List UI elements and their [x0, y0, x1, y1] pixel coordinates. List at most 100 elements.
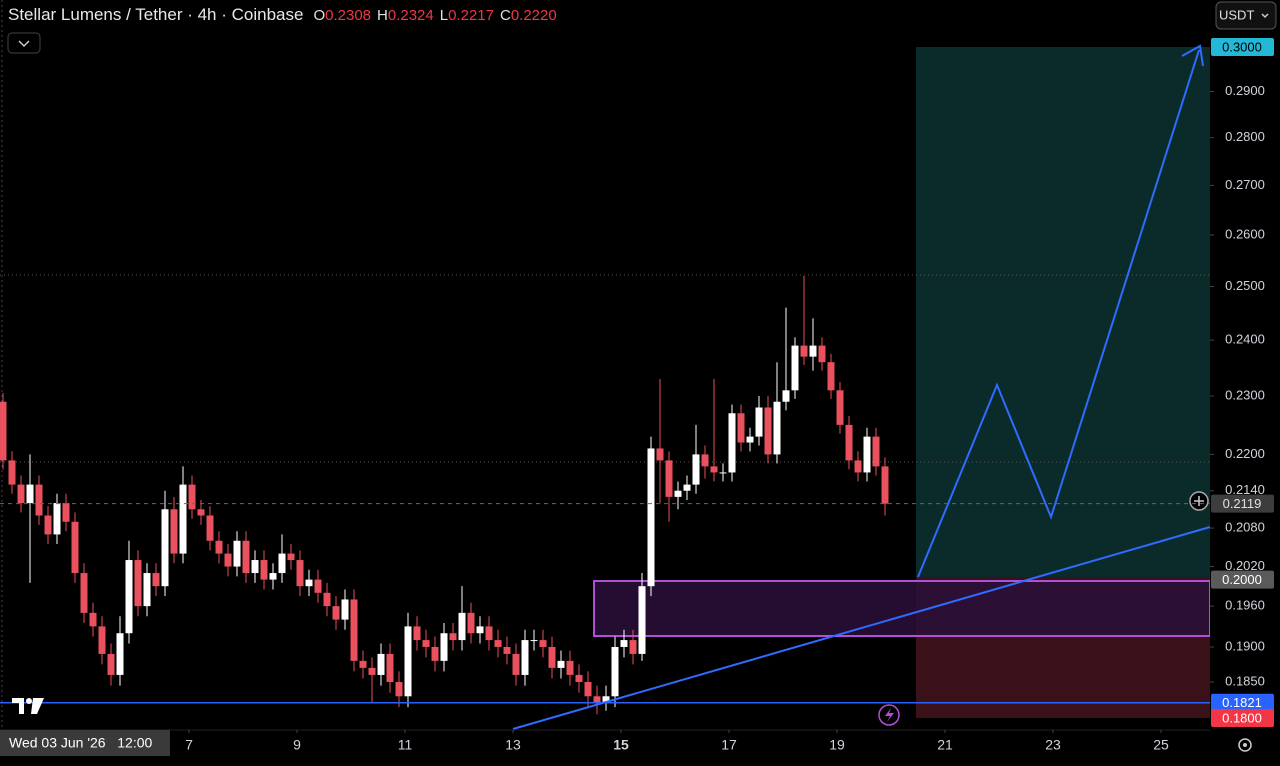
candle-body	[746, 436, 754, 443]
ohlc-value: 0.2220	[511, 7, 557, 24]
candle-body	[476, 626, 484, 634]
candle-body	[0, 401, 7, 461]
candle-body	[710, 466, 718, 473]
x-tick-label: 17	[721, 737, 737, 753]
candle-body	[494, 640, 502, 647]
gear-center	[1243, 743, 1247, 747]
candle-body	[692, 454, 700, 485]
candle-body	[314, 579, 322, 593]
candle-body	[386, 653, 394, 683]
candle-body	[566, 660, 574, 675]
candle-body	[512, 653, 520, 675]
candle-body	[98, 626, 106, 654]
candle-body	[143, 573, 151, 607]
candle-body	[377, 653, 385, 675]
candle-body	[161, 509, 169, 587]
candle-body	[503, 646, 511, 654]
candle-body	[575, 674, 583, 683]
logo	[12, 698, 44, 714]
candle-body	[179, 484, 187, 554]
candle-body	[719, 472, 727, 474]
lightning	[885, 708, 894, 722]
symbol: Stellar Lumens / Tether · 4h · Coinbase	[8, 5, 303, 24]
logo-mark	[31, 698, 44, 714]
candle-body	[557, 660, 565, 668]
x-tick-label: 15	[613, 737, 629, 753]
candle-body	[431, 646, 439, 661]
candle-body	[881, 466, 889, 504]
ohlc-key: L	[440, 7, 448, 24]
candle-body	[521, 640, 529, 675]
y-tick-label: 0.1850	[1225, 673, 1265, 688]
x-tick-label: 25	[1153, 737, 1169, 753]
alert-icon[interactable]	[878, 704, 900, 726]
price-axis	[1210, 0, 1280, 766]
candle-body	[773, 401, 781, 455]
candle-body	[728, 413, 736, 473]
chevron	[1261, 13, 1269, 19]
candle-body	[269, 573, 277, 580]
candle-body	[404, 626, 412, 697]
x-tick-label: 11	[398, 737, 413, 753]
candle-body	[26, 484, 34, 504]
gear	[1238, 738, 1252, 752]
candle-body	[296, 560, 304, 587]
x-axis: 7 9 11 13 15 17 19 21 23 25	[185, 730, 1169, 753]
chevron	[18, 40, 30, 48]
price-label-box	[1211, 570, 1274, 589]
x-tick-label: 23	[1045, 737, 1061, 753]
candle-body	[818, 345, 826, 363]
currency: USDT	[1219, 7, 1254, 22]
candle-body	[188, 484, 196, 510]
candle-body	[764, 407, 772, 455]
candle-body	[170, 509, 178, 554]
candle-body	[611, 646, 619, 697]
candle-body	[278, 553, 286, 574]
candle-body	[665, 460, 673, 497]
candle-body	[116, 633, 124, 675]
candle-body	[458, 612, 466, 641]
candle-body	[62, 503, 70, 522]
candle-body	[35, 484, 43, 516]
y-tick-label: 0.2400	[1225, 332, 1265, 347]
collapse-button[interactable]	[7, 32, 41, 54]
y-tick-label: 0.2020	[1225, 558, 1265, 573]
candle-body	[323, 592, 331, 607]
y-tick-label: 0.1900	[1225, 638, 1265, 653]
y-tick-label: 0.2300	[1225, 387, 1265, 402]
drawings	[512, 44, 1211, 730]
plus	[1194, 496, 1204, 506]
candle-body	[422, 640, 430, 647]
ohlc-key: O	[313, 7, 325, 24]
candle-body	[152, 573, 160, 587]
candle-body	[368, 667, 376, 675]
x-tick-label: 21	[937, 737, 953, 753]
y-tick-label: 0.2500	[1225, 278, 1265, 293]
x-tick-label: 13	[505, 737, 521, 753]
currency-button[interactable]	[1215, 1, 1277, 30]
y-tick-label: 0.2200	[1225, 446, 1265, 461]
price-label: 0.2119	[1223, 496, 1262, 511]
settings-icon[interactable]	[1238, 738, 1252, 752]
candle-body	[80, 573, 88, 613]
logo-dot	[26, 698, 32, 704]
candle-body	[125, 560, 133, 634]
candle-body	[215, 540, 223, 554]
candle-body	[350, 599, 358, 661]
x-tick-label: 9	[293, 737, 301, 753]
candle-body	[449, 633, 457, 641]
candle-body	[485, 626, 493, 641]
y-tick-label: 0.2800	[1225, 129, 1265, 144]
ohlc-key: H	[377, 7, 388, 24]
candle-body	[71, 521, 79, 574]
candle-body	[836, 390, 844, 425]
candle-body	[530, 640, 538, 642]
candle-body	[656, 448, 664, 461]
candles	[0, 276, 889, 715]
candle-body	[134, 560, 142, 607]
y-tick-label: 0.2600	[1225, 226, 1265, 241]
candle-body	[674, 490, 682, 497]
y-tick-label: 0.2080	[1225, 520, 1265, 535]
arrow-head	[1181, 44, 1204, 67]
